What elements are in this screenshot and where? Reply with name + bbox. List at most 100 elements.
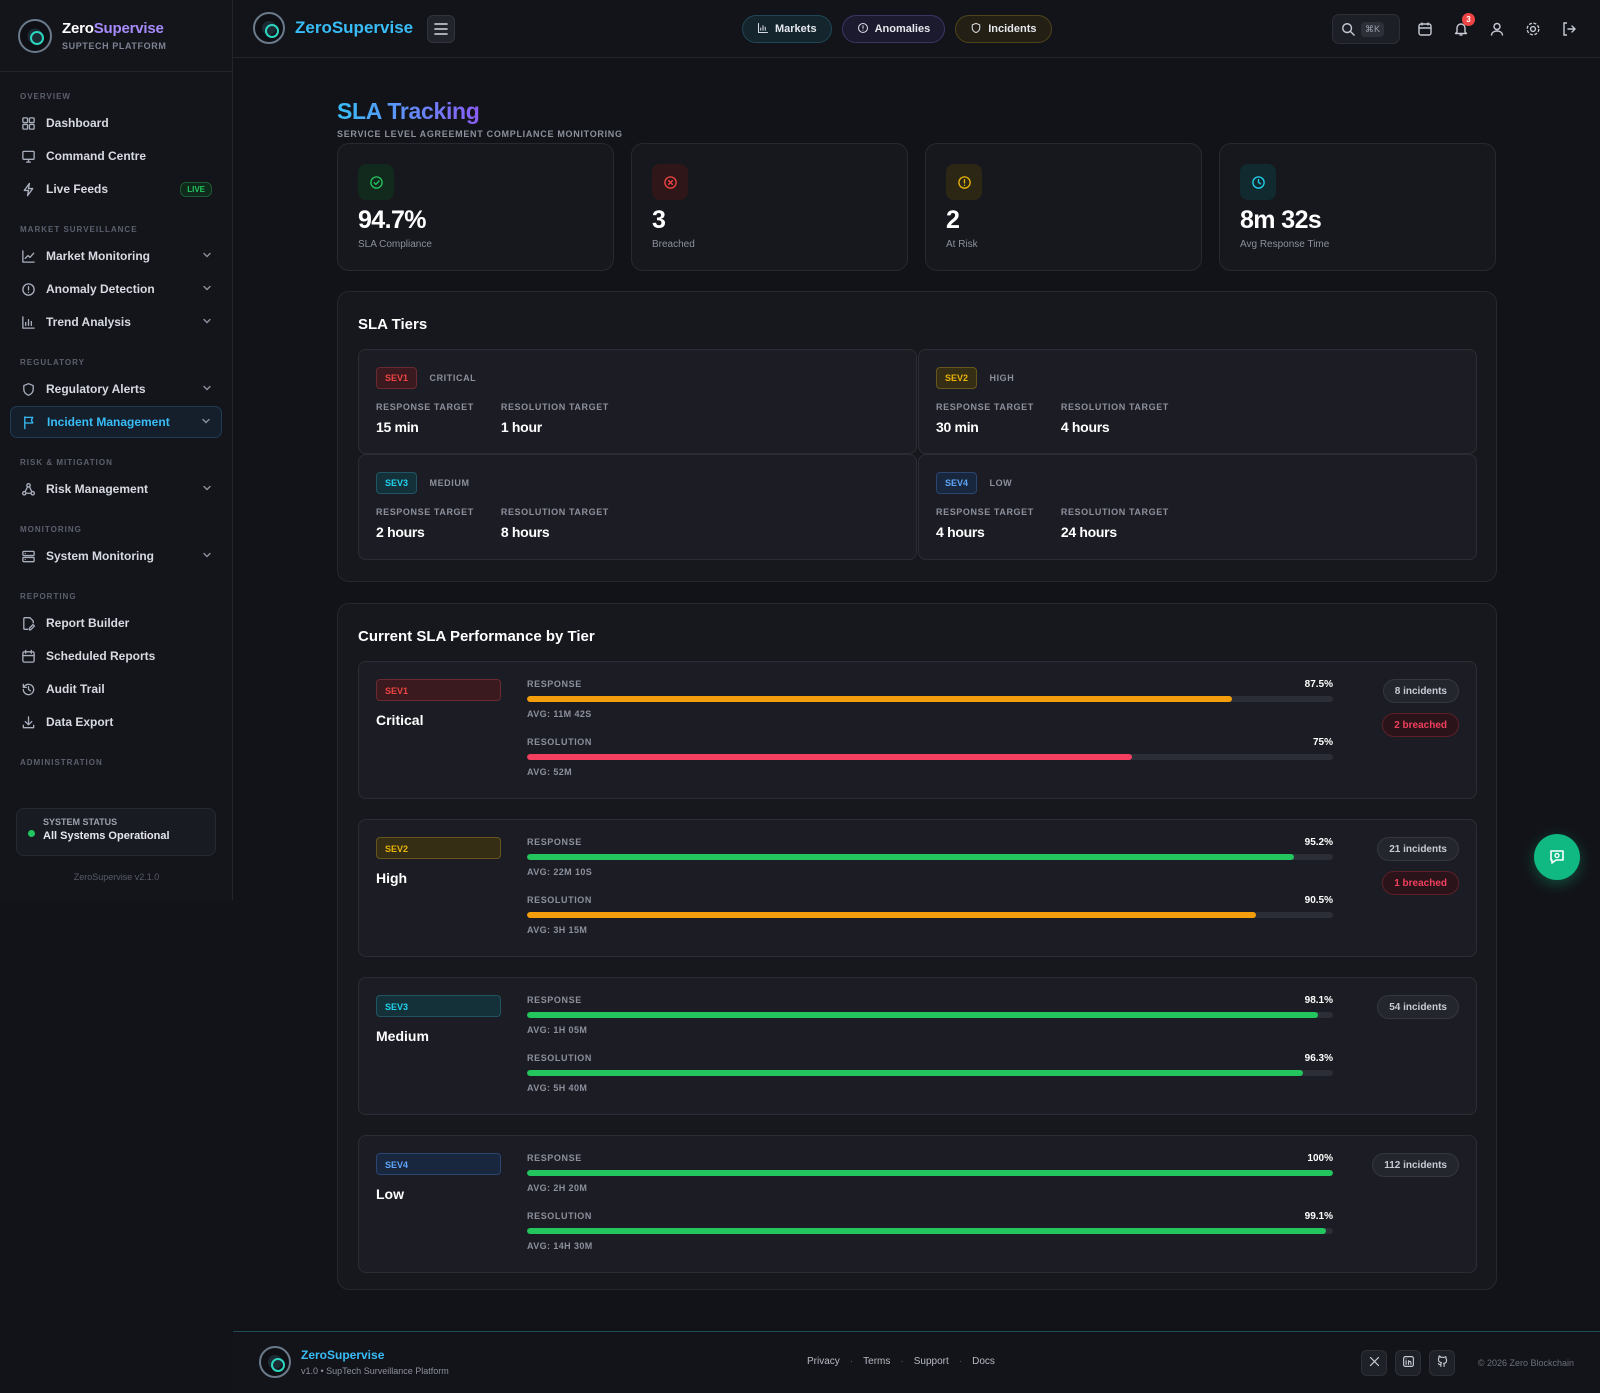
footer-copyright: © 2026 Zero Blockchain [1477,1358,1574,1368]
sidebar-item-data-export[interactable]: Data Export [10,706,222,738]
main-content: SLA Tracking Service Level Agreement Com… [337,90,1497,1290]
social-x-button[interactable] [1361,1350,1387,1376]
settings-button[interactable] [1522,18,1544,40]
sidebar-item-dashboard[interactable]: Dashboard [10,107,222,139]
sidebar-item-label: Regulatory Alerts [46,382,146,396]
response-progress-track [527,854,1333,860]
sidebar-item-command-centre[interactable]: Command Centre [10,140,222,172]
pill-label: Incidents [988,23,1037,35]
sidebar-nav: Overview Dashboard Command Centre Live F… [0,92,232,767]
severity-badge: SEV2 [376,837,501,859]
logout-icon [1563,22,1576,36]
chat-button[interactable] [1534,834,1580,880]
resolution-label: Resolution [527,737,593,747]
nav-section-reporting: Reporting [20,592,77,601]
response-label: Response [527,679,582,689]
calendar-button[interactable] [1414,18,1436,40]
shield-icon [20,381,36,397]
footer-link-privacy[interactable]: Privacy [807,1356,840,1367]
top-bar: ZeroSupervise Markets Anomalies Incident… [233,0,1600,58]
shield-icon [970,22,982,37]
severity-name: High [376,870,408,886]
nav-section-overview: Overview [20,92,71,101]
system-status-value: All Systems Operational [43,830,170,842]
bar-chart-icon [20,314,36,330]
sla-performance-panel: Current SLA Performance by Tier SEV1 Cri… [337,603,1497,1290]
footer-link-terms[interactable]: Terms [863,1356,891,1367]
incident-chips: 112 incidents [1372,1153,1459,1177]
pill-label: Anomalies [874,23,931,35]
social-linkedin-button[interactable] [1395,1350,1421,1376]
page-title: SLA Tracking [337,90,480,125]
incident-count-chip[interactable]: 54 incidents [1377,995,1459,1019]
tier-card-sev4: SEV4 Low Response Target 4 hours Resolut… [918,454,1477,560]
pill-markets[interactable]: Markets [742,15,832,43]
resolution-percent: 75% [1312,737,1333,748]
logo-icon [253,12,285,44]
resolution-percent: 96.3% [1304,1053,1333,1064]
calendar-icon [1418,22,1432,36]
breached-count-chip[interactable]: 2 breached [1382,713,1459,737]
top-brand[interactable]: ZeroSupervise [253,12,413,44]
response-percent: 95.2% [1304,837,1333,848]
resolution-label: Resolution [527,1053,593,1063]
response-metric: Response 95.2% AVG: 22M 10S [527,837,1333,877]
flag-icon [21,414,37,430]
sidebar-item-live-feeds[interactable]: Live Feeds LIVE [10,173,222,205]
breached-count-chip[interactable]: 1 breached [1382,871,1459,895]
notifications-button[interactable]: 3 [1450,13,1475,40]
chevron-down-icon [202,283,212,296]
incident-count-chip[interactable]: 8 incidents [1382,679,1459,703]
footer-link-docs[interactable]: Docs [972,1356,995,1367]
tier-card-sev1: SEV1 Critical Response Target 15 min Res… [358,349,917,454]
hamburger-icon [434,23,448,35]
performance-row-sev4: SEV4 Low Response 100% AVG: 2H 20M Resol… [358,1135,1477,1273]
social-github-button[interactable] [1429,1350,1455,1376]
chevron-down-icon [202,483,212,496]
response-target-value: 15 min [376,419,419,435]
profile-button[interactable] [1486,18,1508,40]
incident-count-chip[interactable]: 21 incidents [1377,837,1459,861]
footer-brand-sub: v1.0 • SupTech Surveillance Platform [301,1366,449,1376]
search-button[interactable]: ⌘K [1332,14,1400,44]
sidebar-brand[interactable]: ZeroSupervise SupTech Platform [0,0,232,72]
incident-chips: 54 incidents [1377,995,1459,1019]
sidebar-item-incident-management[interactable]: Incident Management [10,406,222,438]
user-icon [1490,22,1504,36]
incident-count-chip[interactable]: 112 incidents [1372,1153,1459,1177]
sidebar-item-report-builder[interactable]: Report Builder [10,607,222,639]
sidebar-item-label: Anomaly Detection [46,282,155,296]
pill-anomalies[interactable]: Anomalies [841,15,946,43]
severity-badge: SEV3 [376,472,418,494]
response-percent: 87.5% [1304,679,1333,690]
sidebar-item-risk-management[interactable]: Risk Management [10,473,222,505]
response-target-value: 2 hours [376,524,425,540]
footer-link-support[interactable]: Support [913,1356,949,1367]
performance-row-sev2: SEV2 High Response 95.2% AVG: 22M 10S Re… [358,819,1477,957]
resolution-progress-track [527,1070,1333,1076]
sidebar-item-market-monitoring[interactable]: Market Monitoring [10,240,222,272]
pill-incidents[interactable]: Incidents [955,15,1052,43]
line-chart-icon [20,248,36,264]
response-progress-track [527,1012,1333,1018]
severity-name: Low [376,1186,404,1202]
resolution-target-label: Resolution Target [500,402,609,412]
menu-toggle-button[interactable] [427,15,455,43]
sidebar-item-anomaly-detection[interactable]: Anomaly Detection [10,273,222,305]
bar-chart-icon [757,22,769,37]
logout-button[interactable] [1558,18,1580,40]
sla-tiers-grid: SEV1 Critical Response Target 15 min Res… [358,349,1477,560]
sidebar-item-trend-analysis[interactable]: Trend Analysis [10,306,222,338]
incident-chips: 8 incidents 2 breached [1382,679,1459,737]
sidebar-item-regulatory-alerts[interactable]: Regulatory Alerts [10,373,222,405]
footer-link-separator: · [849,1356,854,1367]
sidebar-item-audit-trail[interactable]: Audit Trail [10,673,222,705]
resolution-progress-fill [527,912,1257,918]
sidebar-item-system-monitoring[interactable]: System Monitoring [10,540,222,572]
status-dot-icon [28,830,35,837]
alert-circle-icon [857,22,869,37]
alert-circle-icon [946,164,982,200]
resolution-average: AVG: 3H 15M [527,925,588,935]
logo-icon [18,18,52,53]
sidebar-item-scheduled-reports[interactable]: Scheduled Reports [10,640,222,672]
